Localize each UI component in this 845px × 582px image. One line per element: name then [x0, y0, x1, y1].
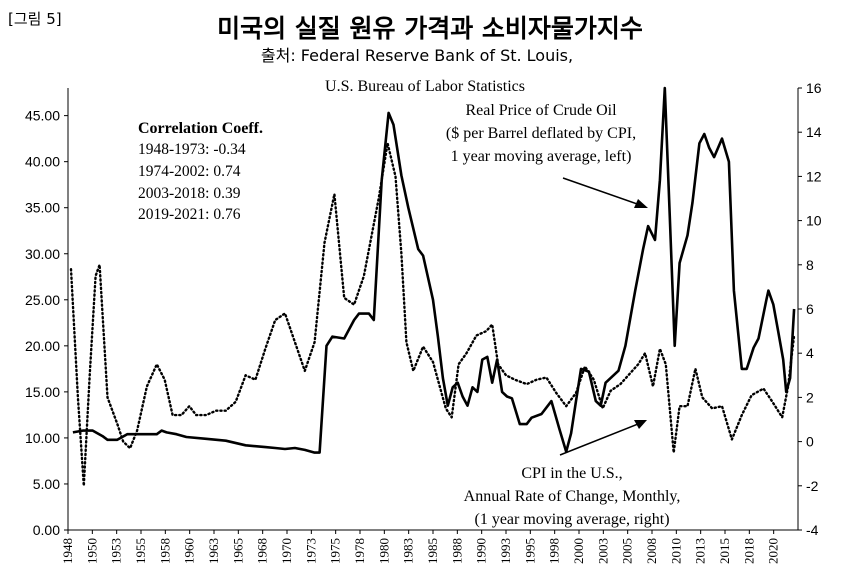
x-tick-label: 1955 — [133, 538, 148, 564]
x-tick-label: 1973 — [303, 538, 318, 564]
x-tick-label: 1958 — [157, 538, 172, 564]
x-tick-label: 2000 — [571, 538, 586, 564]
right-tick-label: 10 — [806, 213, 822, 229]
correlation-line-3: 2003-2018: 0.39 — [138, 185, 241, 202]
x-tick-label: 1975 — [328, 538, 343, 564]
figure-label: [그림 5] — [8, 10, 62, 28]
x-tick-label: 1978 — [352, 538, 367, 564]
right-tick-label: 14 — [806, 124, 822, 140]
x-tick-label: 2003 — [595, 538, 610, 564]
x-tick-label: 1983 — [401, 538, 416, 564]
oil-label-line-1: Real Price of Crude Oil — [465, 102, 617, 119]
x-tick-label: 1995 — [522, 538, 537, 564]
x-tick-label: 2015 — [717, 538, 732, 564]
cpi-label-line-3: (1 year moving average, right) — [474, 511, 669, 528]
cpi-series-label: CPI in the U.S., Annual Rate of Change, … — [464, 420, 681, 528]
x-tick-label: 1990 — [474, 538, 489, 564]
oil-label-line-2: ($ per Barrel deflated by CPI, — [446, 125, 636, 142]
x-tick-label: 1998 — [547, 538, 562, 564]
x-tick-label: 1980 — [376, 538, 391, 564]
x-tick-label: 1985 — [425, 538, 440, 564]
correlation-line-2: 1974-2002: 0.74 — [138, 163, 241, 180]
oil-arrow-head — [634, 199, 648, 208]
right-tick-label: 2 — [806, 389, 814, 405]
plot-area: 0.005.0010.0015.0020.0025.0030.0035.0040… — [25, 80, 822, 564]
x-tick-label: 2013 — [693, 538, 708, 564]
x-tick-label: 1965 — [230, 538, 245, 564]
left-tick-label: 20.00 — [25, 338, 60, 354]
left-tick-label: 25.00 — [25, 292, 60, 308]
oil-series-label: Real Price of Crude Oil ($ per Barrel de… — [446, 102, 648, 208]
correlation-line-4: 2019-2021: 0.76 — [138, 206, 241, 223]
right-tick-label: 4 — [806, 345, 814, 361]
oil-price-line — [72, 86, 796, 454]
x-tick-label: 1960 — [182, 538, 197, 564]
x-tick-label: 2008 — [644, 538, 659, 564]
x-tick-label: 2010 — [668, 538, 683, 564]
right-tick-label: 0 — [806, 434, 814, 450]
right-tick-label: 6 — [806, 301, 814, 317]
x-tick-label: 1993 — [498, 538, 513, 564]
cpi-label-line-2: Annual Rate of Change, Monthly, — [464, 488, 681, 505]
source-line-1: 출처: Federal Reserve Bank of St. Louis, — [261, 46, 573, 65]
x-tick-label: 2020 — [766, 538, 781, 564]
left-tick-label: 0.00 — [33, 522, 60, 538]
right-tick-label: 8 — [806, 257, 814, 273]
source-line-2: U.S. Bureau of Labor Statistics — [325, 78, 525, 95]
left-tick-label: 35.00 — [25, 200, 60, 216]
left-tick-label: 10.00 — [25, 430, 60, 446]
right-tick-label: -4 — [806, 522, 819, 538]
x-tick-label: 2005 — [620, 538, 635, 564]
left-tick-label: 15.00 — [25, 384, 60, 400]
right-tick-label: -2 — [806, 478, 819, 494]
left-tick-label: 30.00 — [25, 246, 60, 262]
correlation-title: Correlation Coeff. — [138, 120, 263, 137]
left-tick-label: 5.00 — [33, 476, 60, 492]
left-tick-label: 40.00 — [25, 154, 60, 170]
right-tick-label: 16 — [806, 80, 822, 96]
cpi-line — [69, 142, 796, 487]
x-tick-label: 1948 — [60, 538, 75, 564]
x-tick-label: 1953 — [109, 538, 124, 564]
cpi-arrow-head — [634, 420, 647, 429]
left-tick-label: 45.00 — [25, 108, 60, 124]
x-tick-label: 1963 — [206, 538, 221, 564]
x-tick-label: 1968 — [255, 538, 270, 564]
cpi-label-arrow — [559, 423, 639, 456]
x-tick-label: 1950 — [84, 538, 99, 564]
right-tick-label: 12 — [806, 168, 822, 184]
oil-label-line-3: 1 year moving average, left) — [451, 148, 632, 165]
x-tick-label: 1970 — [279, 538, 294, 564]
correlation-line-1: 1948-1973: -0.34 — [138, 141, 246, 158]
x-tick-label: 2018 — [741, 538, 756, 564]
chart-title: 미국의 실질 원유 가격과 소비자물가지수 — [217, 14, 643, 43]
oil-label-arrow — [562, 177, 641, 206]
correlation-box: Correlation Coeff. 1948-1973: -0.34 1974… — [138, 120, 263, 223]
cpi-label-line-1: CPI in the U.S., — [521, 465, 622, 482]
x-tick-label: 1988 — [449, 538, 464, 564]
